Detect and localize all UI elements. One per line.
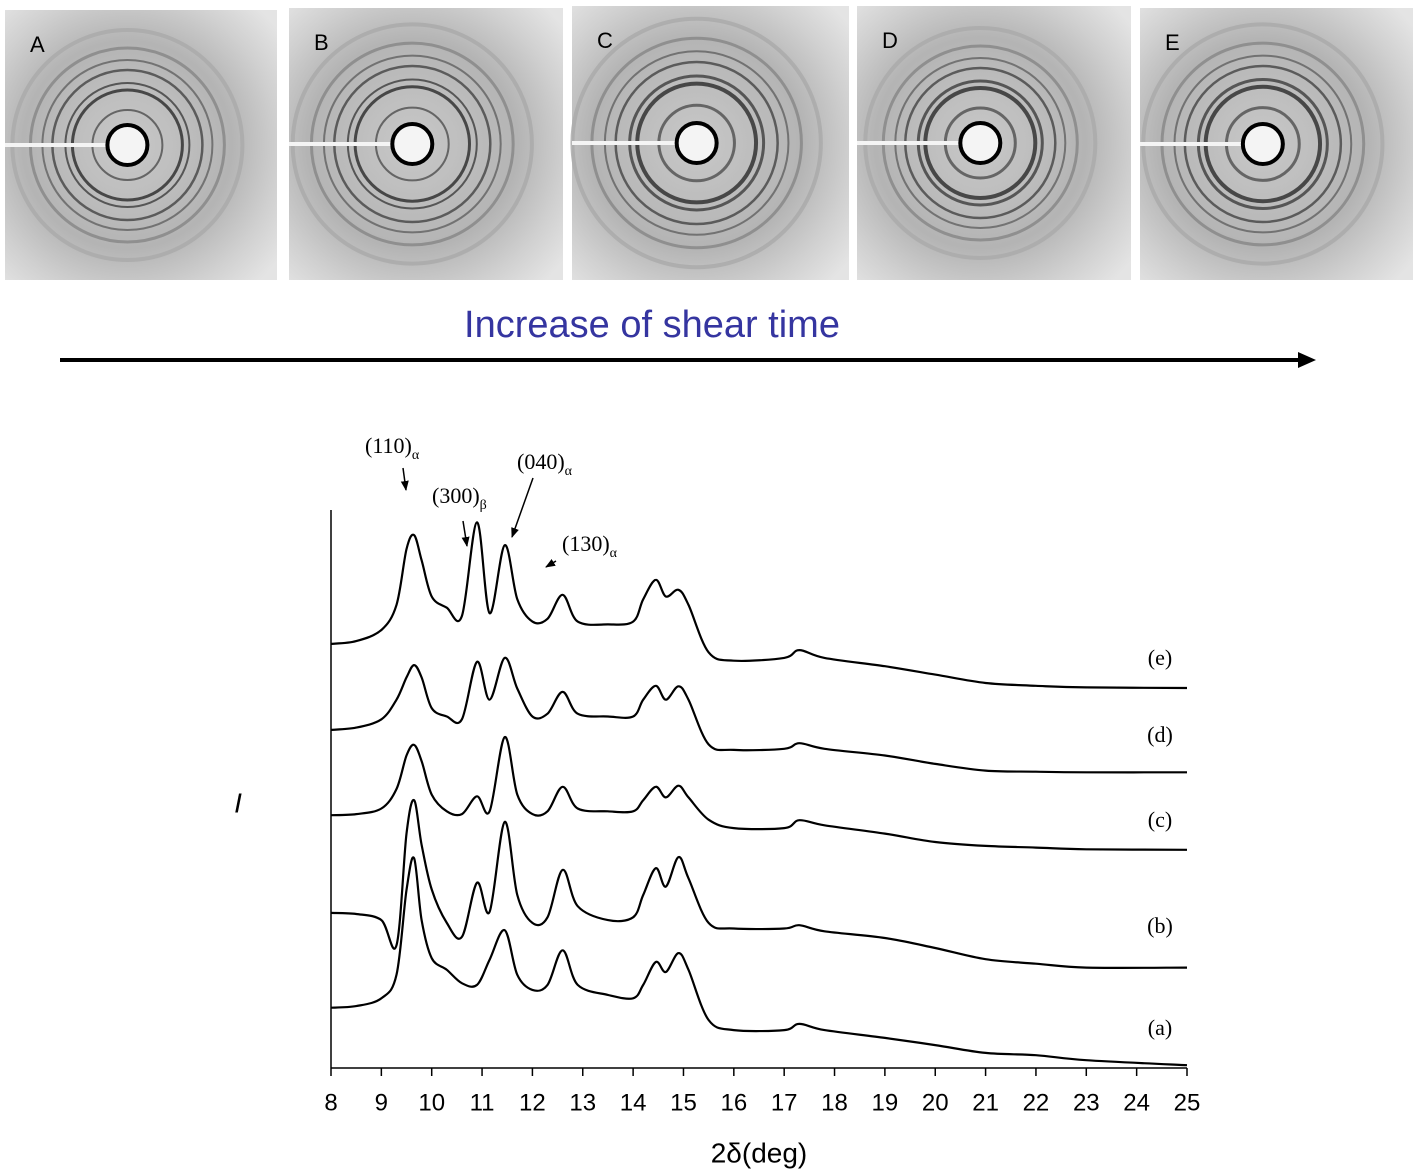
beam-stop-rod	[1140, 142, 1263, 146]
x-tick-label: 21	[972, 1089, 999, 1116]
profile-line	[330, 656, 1188, 774]
annotation-text: (130)	[562, 531, 610, 556]
peak-annotation: (040)α	[517, 449, 573, 479]
x-tick-label: 11	[470, 1089, 495, 1116]
beam-stop-rod	[5, 143, 128, 147]
series-label: (c)	[1148, 807, 1172, 832]
annotation-subscript: α	[610, 546, 618, 561]
annotation-subscript: α	[565, 464, 573, 479]
x-tick-label: 19	[872, 1089, 899, 1116]
panel-label: D	[882, 28, 898, 53]
annotation-subscript: β	[480, 498, 487, 513]
beam-stop	[390, 122, 435, 166]
x-tick-label: 13	[569, 1089, 596, 1116]
profile-line	[330, 856, 1188, 1067]
caption: Increase of shear time	[464, 304, 840, 346]
annotation-subscript: α	[412, 448, 420, 463]
pattern-image: B	[289, 8, 563, 280]
annotation-arrow	[511, 477, 534, 538]
x-tick-label: 18	[821, 1089, 848, 1116]
annotation-text: (110)	[365, 433, 412, 458]
chart: 8 9 10 11 12 13 14 15 16 17 18 19 20 21 22 23 24 25 2δ(deg…	[234, 433, 1200, 1168]
beam-stop-rod	[572, 141, 697, 145]
panel-label: C	[597, 28, 613, 53]
annotation-text: (040)	[517, 449, 565, 474]
x-tick-label: 20	[922, 1089, 949, 1116]
beam-stop	[674, 121, 719, 165]
pattern-image: E	[1140, 8, 1413, 280]
x-tick-label: 16	[720, 1089, 747, 1116]
x-tick-label: 22	[1023, 1089, 1050, 1116]
series-label: (a)	[1148, 1015, 1172, 1040]
peak-annotation: (110)α	[365, 433, 420, 463]
x-tick-label: 14	[620, 1089, 647, 1116]
x-axis-label: 2δ(deg)	[711, 1137, 808, 1168]
x-tick-label: 8	[324, 1089, 337, 1116]
annotation-arrow	[400, 467, 409, 491]
peak-annotation: (130)α	[562, 531, 618, 561]
x-tick-label: 25	[1174, 1089, 1201, 1116]
profile-line	[330, 521, 1188, 690]
series-label: (d)	[1147, 722, 1173, 747]
beam-stop	[1240, 122, 1285, 166]
annotation-arrow	[461, 520, 470, 547]
beam-stop-rod	[857, 141, 981, 145]
annotation-arrow	[545, 558, 557, 568]
diffraction-panels: A B C D E	[5, 6, 1413, 280]
panel-label: B	[314, 30, 329, 55]
x-tick-label: 17	[771, 1089, 798, 1116]
arrow-head	[1298, 352, 1316, 368]
beam-stop	[958, 121, 1003, 165]
x-tick-label: 10	[418, 1089, 445, 1116]
x-tick-label: 23	[1073, 1089, 1100, 1116]
series-label: (b)	[1147, 913, 1173, 938]
pattern-image: C	[570, 6, 849, 280]
series-label: (e)	[1148, 645, 1172, 670]
beam-stop-rod	[289, 142, 413, 146]
beam-stop	[105, 123, 150, 167]
panel-label: A	[30, 32, 45, 57]
profile-line	[330, 799, 1188, 969]
annotation-text: (300)	[432, 483, 480, 508]
x-tick-label: 12	[519, 1089, 546, 1116]
y-axis-label: I	[234, 787, 242, 818]
pattern-image: A	[5, 10, 277, 280]
profile-line	[330, 735, 1188, 851]
x-tick-label: 24	[1123, 1089, 1150, 1116]
x-tick-label: 15	[670, 1089, 697, 1116]
x-tick-label: 9	[375, 1089, 388, 1116]
panel-label: E	[1165, 30, 1180, 55]
pattern-image: D	[857, 6, 1131, 280]
peak-annotation: (300)β	[432, 483, 487, 513]
